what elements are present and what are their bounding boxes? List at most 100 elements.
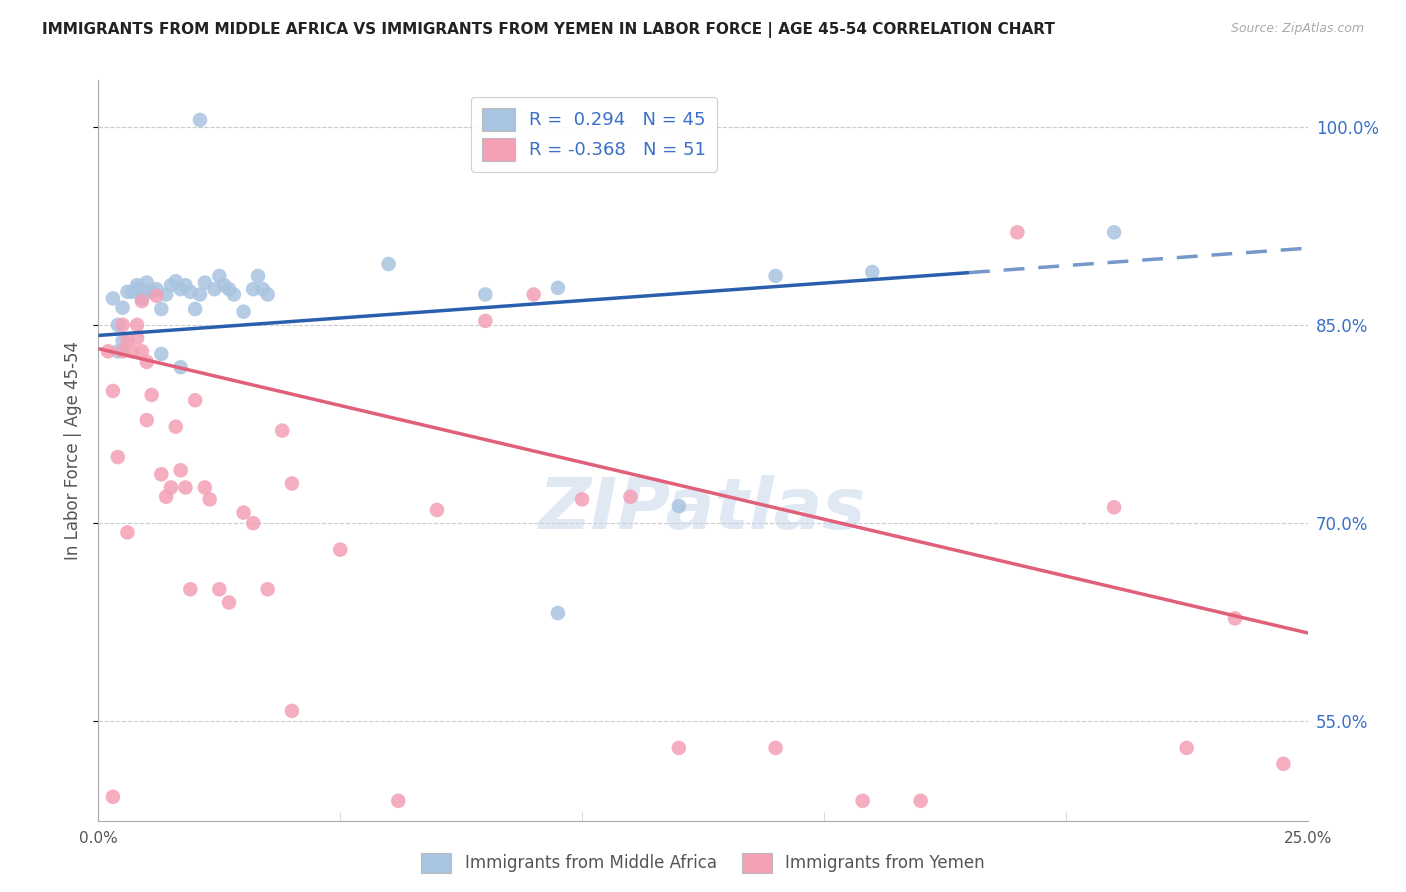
- Point: [1102, 225, 1125, 239]
- Point: [155, 287, 177, 301]
- Point: [121, 285, 143, 299]
- Point: [218, 282, 240, 296]
- Legend: R =  0.294   N = 45, R = -0.368   N = 51: R = 0.294 N = 45, R = -0.368 N = 51: [471, 96, 717, 172]
- Point: [117, 334, 139, 348]
- Point: [329, 542, 352, 557]
- Point: [131, 292, 153, 306]
- Point: [184, 301, 207, 316]
- Point: [145, 282, 167, 296]
- Point: [169, 360, 191, 375]
- Point: [474, 287, 496, 301]
- Point: [188, 112, 211, 127]
- Point: [97, 344, 120, 359]
- Point: [765, 268, 787, 283]
- Point: [131, 344, 153, 359]
- Point: [571, 492, 593, 507]
- Point: [135, 276, 157, 290]
- Point: [1272, 756, 1295, 771]
- Point: [135, 413, 157, 427]
- Point: [252, 282, 274, 296]
- Point: [212, 278, 235, 293]
- Legend: Immigrants from Middle Africa, Immigrants from Yemen: Immigrants from Middle Africa, Immigrant…: [415, 847, 991, 880]
- Point: [1175, 740, 1198, 755]
- Point: [127, 318, 149, 332]
- Point: [117, 525, 139, 540]
- Point: [121, 344, 143, 359]
- Point: [117, 285, 139, 299]
- Point: [668, 499, 690, 513]
- Point: [242, 282, 264, 296]
- Text: IMMIGRANTS FROM MIDDLE AFRICA VS IMMIGRANTS FROM YEMEN IN LABOR FORCE | AGE 45-5: IMMIGRANTS FROM MIDDLE AFRICA VS IMMIGRA…: [42, 22, 1054, 38]
- Point: [1102, 500, 1125, 515]
- Point: [184, 393, 207, 408]
- Point: [160, 278, 183, 293]
- Point: [208, 582, 231, 597]
- Point: [218, 595, 240, 609]
- Point: [426, 503, 449, 517]
- Point: [387, 794, 409, 808]
- Point: [141, 285, 163, 299]
- Point: [169, 282, 191, 296]
- Point: [547, 606, 569, 620]
- Point: [1007, 225, 1029, 239]
- Point: [127, 278, 149, 293]
- Point: [256, 287, 278, 301]
- Point: [101, 789, 124, 804]
- Point: [174, 278, 197, 293]
- Point: [107, 318, 129, 332]
- Point: [1223, 611, 1246, 625]
- Point: [111, 318, 134, 332]
- Point: [160, 480, 183, 494]
- Point: [232, 304, 254, 318]
- Point: [135, 355, 157, 369]
- Point: [523, 287, 546, 301]
- Point: [107, 450, 129, 464]
- Point: [101, 384, 124, 398]
- Point: [155, 490, 177, 504]
- Point: [247, 268, 270, 283]
- Point: [852, 794, 875, 808]
- Point: [111, 344, 134, 359]
- Point: [232, 506, 254, 520]
- Point: [198, 492, 221, 507]
- Point: [179, 582, 201, 597]
- Point: [765, 740, 787, 755]
- Point: [141, 388, 163, 402]
- Point: [619, 490, 641, 504]
- Point: [256, 582, 278, 597]
- Point: [169, 463, 191, 477]
- Point: [860, 265, 883, 279]
- Point: [204, 282, 226, 296]
- Point: [111, 301, 134, 315]
- Point: [271, 424, 294, 438]
- Point: [107, 344, 129, 359]
- Point: [150, 347, 173, 361]
- Point: [179, 285, 201, 299]
- Point: [131, 294, 153, 309]
- Point: [150, 301, 173, 316]
- Point: [135, 285, 157, 299]
- Point: [377, 257, 399, 271]
- Point: [188, 287, 211, 301]
- Point: [194, 276, 217, 290]
- Point: [474, 314, 496, 328]
- Point: [111, 334, 134, 348]
- Text: ZIPatlas: ZIPatlas: [540, 475, 866, 544]
- Point: [145, 289, 167, 303]
- Point: [150, 467, 173, 482]
- Y-axis label: In Labor Force | Age 45-54: In Labor Force | Age 45-54: [65, 341, 83, 560]
- Point: [910, 794, 932, 808]
- Point: [547, 281, 569, 295]
- Text: Source: ZipAtlas.com: Source: ZipAtlas.com: [1230, 22, 1364, 36]
- Point: [281, 704, 304, 718]
- Point: [127, 282, 149, 296]
- Point: [165, 419, 187, 434]
- Point: [242, 516, 264, 531]
- Point: [127, 331, 149, 345]
- Point: [208, 268, 231, 283]
- Point: [668, 740, 690, 755]
- Point: [281, 476, 304, 491]
- Point: [194, 480, 217, 494]
- Point: [222, 287, 245, 301]
- Point: [165, 274, 187, 288]
